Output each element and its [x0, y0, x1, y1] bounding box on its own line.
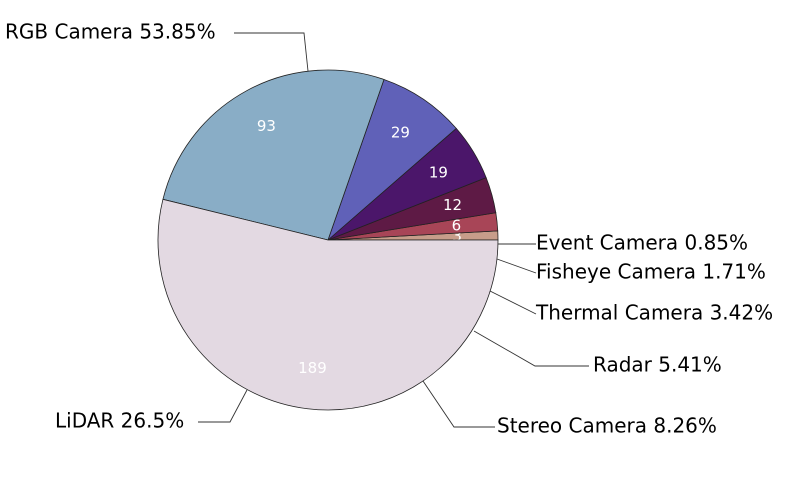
slice-value-label-event-camera: 3 — [452, 227, 462, 245]
pie-slice-rgb-camera — [157, 198, 499, 411]
slice-value-label-rgb-camera: 189 — [298, 359, 327, 377]
leader-line-radar — [473, 330, 589, 367]
slice-category-label-fisheye-camera: Fisheye Camera 1.71% — [536, 260, 766, 284]
slice-category-label-radar: Radar 5.41% — [593, 353, 722, 377]
slice-category-label-rgb-camera: RGB Camera 53.85% — [5, 20, 216, 44]
slice-category-label-stereo-camera: Stereo Camera 8.26% — [497, 414, 717, 438]
slice-category-label-lidar: LiDAR 26.5% — [55, 409, 184, 433]
leader-line-thermal-camera — [489, 290, 537, 315]
pie-slice-stereo-camera — [327, 78, 457, 242]
slice-category-label-event-camera: Event Camera 0.85% — [536, 231, 748, 255]
slice-value-label-lidar: 93 — [257, 117, 276, 135]
slice-category-label-thermal-camera: Thermal Camera 3.42% — [535, 301, 773, 325]
slice-value-label-fisheye-camera: 6 — [452, 217, 462, 235]
leader-line-lidar — [198, 389, 248, 423]
pie-slice-lidar — [162, 69, 385, 241]
slice-value-label-stereo-camera: 29 — [391, 124, 410, 142]
leader-line-rgb-camera — [234, 32, 309, 72]
leader-line-stereo-camera — [422, 380, 495, 428]
slice-value-label-thermal-camera: 12 — [443, 196, 462, 214]
leader-line-fisheye-camera — [496, 258, 537, 274]
slice-value-label-radar: 19 — [429, 163, 448, 181]
